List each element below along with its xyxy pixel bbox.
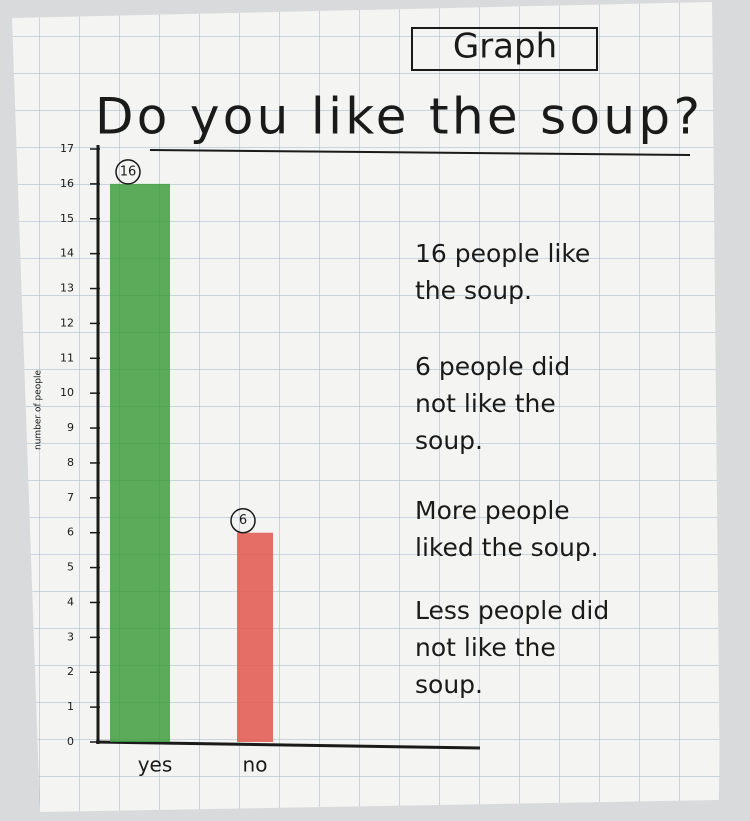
value-label-circle [230,507,256,534]
y-tick-label: 3 [67,630,74,643]
value-label: 16 [120,164,137,179]
y-tick-label: 7 [67,491,74,504]
x-axis [95,740,481,750]
annotation: Less people did [415,596,609,625]
y-tick-label: 4 [67,595,74,608]
y-tick-label: 15 [60,212,74,225]
subtitle-underline [149,149,691,156]
y-tick-label: 14 [60,247,74,260]
y-axis-label: number of people [34,370,44,450]
y-tick-label: 9 [67,421,74,434]
bar [237,532,273,742]
y-tick-label: 5 [67,561,74,574]
y-tick-label: 17 [60,142,74,155]
annotation: the soup. [415,276,532,305]
annotation: liked the soup. [415,533,599,562]
bar [110,183,170,743]
annotation: soup. [415,426,483,455]
y-tick-label: 13 [60,282,74,295]
value-label: 6 [239,513,247,528]
y-tick-label: 2 [67,665,74,678]
y-tick-label: 10 [60,386,74,399]
y-tick-label: 0 [67,735,74,748]
title-box [411,27,598,71]
annotation: 6 people did [415,352,570,381]
annotation: not like the [415,633,556,662]
x-tick-label: yes [138,753,173,777]
x-tick-label: no [243,753,268,777]
y-tick-label: 6 [67,526,74,539]
annotation: not like the [415,389,556,418]
annotation: More people [415,496,570,525]
y-tick-label: 12 [60,316,74,329]
y-tick-label: 8 [67,456,74,469]
y-tick-label: 1 [67,700,74,713]
chart-title: Graph [453,27,557,67]
annotation: soup. [415,670,483,699]
value-label-circle [115,159,141,185]
y-tick-label: 16 [60,177,74,190]
paper-grid [12,2,720,812]
chart-subtitle: Do you like the soup? [95,88,700,146]
y-tick-label: 11 [60,351,74,364]
annotation: 16 people like [415,239,590,268]
